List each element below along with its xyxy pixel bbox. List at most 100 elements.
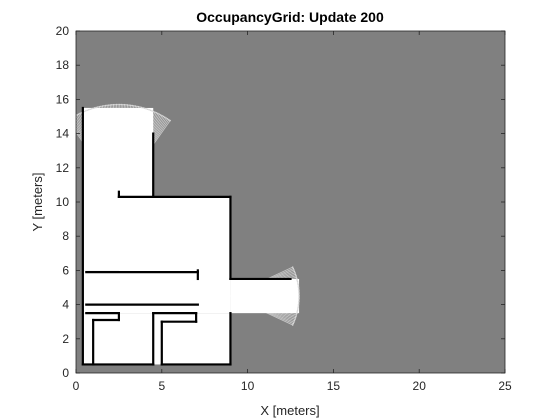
ray-endpoint xyxy=(298,299,300,301)
ray-endpoint xyxy=(120,103,123,106)
ray-endpoint xyxy=(151,110,153,112)
ray-endpoint xyxy=(154,111,156,113)
ray-endpoint xyxy=(140,106,143,109)
sensor-ray xyxy=(230,266,293,297)
ray-endpoint xyxy=(297,306,299,309)
ray-endpoint xyxy=(167,118,170,121)
ray-endpoint xyxy=(162,115,165,118)
ray-endpoint xyxy=(93,107,96,109)
ray-endpoint xyxy=(297,285,300,287)
ray-endpoint xyxy=(98,105,101,108)
ray-endpoint xyxy=(112,103,115,106)
ray-endpoint xyxy=(295,274,297,277)
ray-endpoint xyxy=(294,271,296,274)
ray-endpoint xyxy=(145,107,147,110)
ray-endpoint xyxy=(294,318,296,321)
ray-endpoint xyxy=(291,266,294,268)
y-tick-label: 2 xyxy=(62,332,69,346)
ray-endpoint xyxy=(293,270,296,273)
ray-endpoint xyxy=(136,105,138,108)
ray-endpoint xyxy=(161,114,163,117)
ray-endpoint xyxy=(131,104,134,107)
ray-endpoint xyxy=(118,103,121,106)
ray-endpoint xyxy=(89,108,91,111)
free-region xyxy=(82,313,231,365)
ray-endpoint xyxy=(297,308,299,310)
ray-endpoint xyxy=(117,103,119,106)
ray-endpoint xyxy=(298,291,300,294)
x-tick-label: 5 xyxy=(158,379,165,393)
ray-endpoint xyxy=(109,104,112,106)
ray-endpoint xyxy=(298,289,300,292)
ray-endpoint xyxy=(110,104,113,106)
ray-endpoint xyxy=(296,309,299,312)
ray-endpoint xyxy=(68,119,70,121)
ray-endpoint xyxy=(295,314,298,316)
ray-endpoint xyxy=(298,297,300,300)
ray-endpoint xyxy=(298,300,300,303)
ray-endpoint xyxy=(292,322,295,325)
ray-endpoint xyxy=(125,104,127,106)
ray-endpoint xyxy=(106,104,108,107)
ray-endpoint xyxy=(292,267,295,270)
ray-endpoint xyxy=(137,105,140,108)
ray-endpoint xyxy=(152,110,155,113)
ray-endpoint xyxy=(100,105,102,108)
ray-endpoint xyxy=(129,104,132,107)
ray-endpoint xyxy=(76,114,78,116)
y-tick-label: 10 xyxy=(56,195,70,209)
x-tick-label: 15 xyxy=(327,379,341,393)
ray-endpoint xyxy=(123,103,126,106)
ray-endpoint xyxy=(149,109,152,112)
free-region xyxy=(118,196,231,279)
ray-endpoint xyxy=(71,117,73,119)
ray-endpoint xyxy=(134,105,137,107)
ray-endpoint xyxy=(77,113,80,115)
ray-endpoint xyxy=(297,302,300,304)
ray-endpoint xyxy=(155,111,158,114)
ray-endpoint xyxy=(115,103,118,106)
ray-endpoint xyxy=(128,104,130,106)
y-tick-label: 16 xyxy=(56,92,70,106)
ray-endpoint xyxy=(294,317,297,319)
x-tick-label: 25 xyxy=(498,379,512,393)
ray-endpoint xyxy=(169,119,171,122)
ray-endpoint xyxy=(67,120,69,122)
ray-endpoint xyxy=(295,276,298,278)
ray-endpoint xyxy=(297,305,300,307)
ray-endpoint xyxy=(84,110,87,112)
x-axis-label: X [meters] xyxy=(260,403,319,418)
ray-endpoint xyxy=(158,113,161,115)
ray-endpoint xyxy=(104,104,107,107)
ray-endpoint xyxy=(133,104,135,107)
ray-endpoint xyxy=(297,283,299,286)
y-tick-label: 14 xyxy=(56,127,70,141)
ray-endpoint xyxy=(298,294,300,297)
ray-endpoint xyxy=(293,321,295,323)
ray-endpoint xyxy=(291,324,294,326)
ray-endpoint xyxy=(296,280,299,283)
ray-endpoint xyxy=(296,277,298,280)
ray-endpoint xyxy=(74,116,76,118)
chart-title: OccupancyGrid: Update 200 xyxy=(196,9,384,25)
ray-endpoint xyxy=(296,279,298,281)
ray-endpoint xyxy=(159,114,162,116)
ray-endpoint xyxy=(114,103,116,106)
ray-endpoint xyxy=(101,105,104,107)
ray-endpoint xyxy=(297,288,300,290)
ray-endpoint xyxy=(148,108,150,111)
ray-endpoint xyxy=(295,315,297,318)
ray-endpoint xyxy=(298,296,300,298)
ray-endpoint xyxy=(142,107,144,109)
ray-endpoint xyxy=(126,104,129,106)
y-tick-label: 4 xyxy=(62,298,69,312)
ray-endpoint xyxy=(297,286,300,289)
y-tick-label: 12 xyxy=(56,161,70,175)
plot-area[interactable] xyxy=(67,30,506,374)
y-tick-label: 8 xyxy=(62,229,69,243)
ray-endpoint xyxy=(143,107,146,110)
ray-endpoint xyxy=(139,106,141,108)
ray-endpoint xyxy=(95,106,98,109)
ray-endpoint xyxy=(90,107,93,110)
